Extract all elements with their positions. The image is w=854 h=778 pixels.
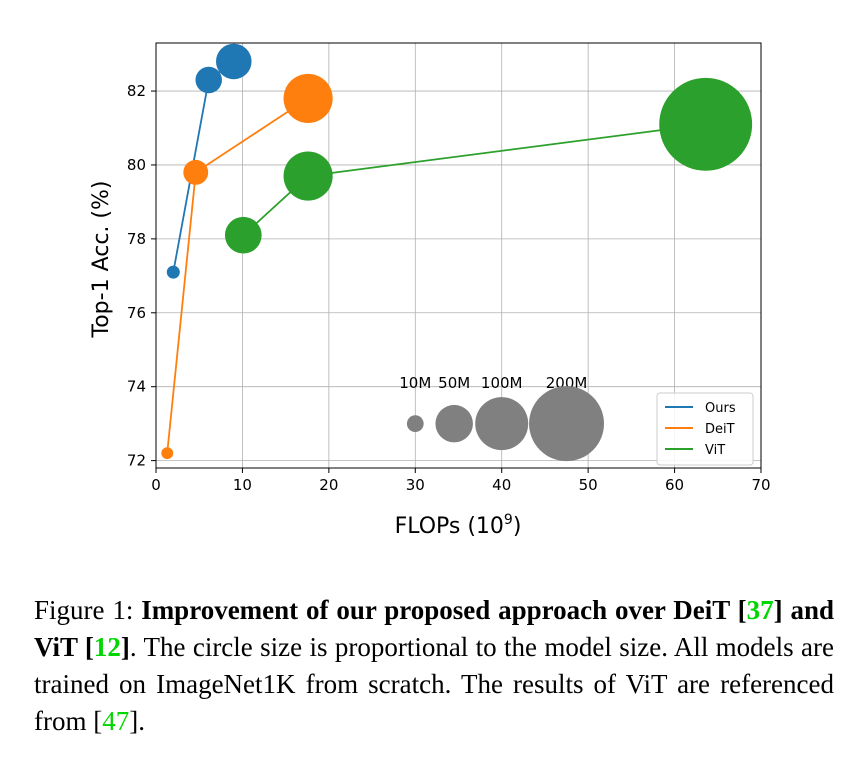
data-point-deit	[183, 159, 209, 185]
x-tick-label: 60	[665, 476, 684, 494]
data-point-deit	[283, 73, 333, 124]
x-axis-label: FLOPs (109)	[395, 512, 522, 539]
x-tick-label: 10	[233, 476, 252, 494]
data-point-vit	[224, 216, 262, 254]
y-tick-label: 74	[127, 378, 146, 396]
size-legend-circle	[475, 397, 529, 451]
data-point-ours	[216, 43, 252, 80]
data-point-vit	[283, 151, 333, 201]
size-legend-label: 200M	[546, 374, 588, 392]
caption-prefix: Figure 1:	[34, 595, 142, 625]
caption-bold-part-1: Improvement of our proposed approach ove…	[141, 595, 747, 625]
x-axis-label-superscript: 9	[504, 512, 513, 528]
y-axis-label: Top-1 Acc. (%)	[89, 181, 114, 339]
caption-ref-47: 47	[102, 706, 130, 736]
y-tick-label: 72	[127, 452, 146, 470]
data-point-ours	[166, 265, 180, 279]
legend: Ours DeiT ViT	[656, 392, 754, 466]
caption-text-2: ].	[129, 706, 145, 736]
data-points	[161, 43, 753, 460]
size-legend-label: 10M	[399, 374, 431, 392]
y-tick-label: 82	[127, 82, 146, 100]
figure-caption: Figure 1: Improvement of our proposed ap…	[34, 592, 834, 740]
data-point-vit	[659, 77, 753, 171]
size-legend-circle	[435, 404, 473, 443]
size-legend-circle	[529, 386, 605, 462]
x-tick-label: 20	[319, 476, 338, 494]
y-tick-label: 78	[127, 230, 146, 248]
y-tick-label: 76	[127, 304, 146, 322]
legend-label-vit: ViT	[705, 443, 725, 458]
caption-bold-part-3: ]	[120, 632, 130, 662]
size-legend-label: 50M	[438, 374, 470, 392]
legend-label-deit: DeiT	[705, 422, 735, 437]
x-tick-label: 50	[579, 476, 598, 494]
size-legend	[406, 386, 605, 462]
x-tick-label: 70	[751, 476, 770, 494]
size-legend-label: 100M	[481, 374, 523, 392]
caption-ref-12: 12	[93, 632, 121, 662]
axis-ticks: 0 10 20 30 40 50 60 70 72 74 76 78 80 82	[127, 82, 771, 494]
x-tick-label: 40	[492, 476, 511, 494]
legend-label-ours: Ours	[705, 401, 736, 416]
series-lines	[166, 60, 706, 454]
caption-bold-part-2: ] and ViT [	[34, 595, 834, 662]
series-line-deit	[166, 97, 309, 454]
caption-ref-37: 37	[746, 595, 774, 625]
x-tick-label: 0	[151, 476, 161, 494]
size-legend-labels: 10M 50M 100M 200M	[399, 374, 587, 392]
plot-frame	[155, 42, 762, 469]
chart: 10M 50M 100M 200M 0 10 20 30 40 50 60 70 72 74 76 78 80…	[89, 42, 771, 539]
legend-box	[656, 392, 754, 466]
size-legend-circle	[406, 415, 424, 433]
data-point-deit	[161, 447, 174, 460]
x-tick-label: 30	[406, 476, 425, 494]
caption-text-1: . The circle size is proportional to the…	[34, 632, 834, 736]
data-point-ours	[195, 66, 222, 94]
y-tick-label: 80	[127, 156, 146, 174]
